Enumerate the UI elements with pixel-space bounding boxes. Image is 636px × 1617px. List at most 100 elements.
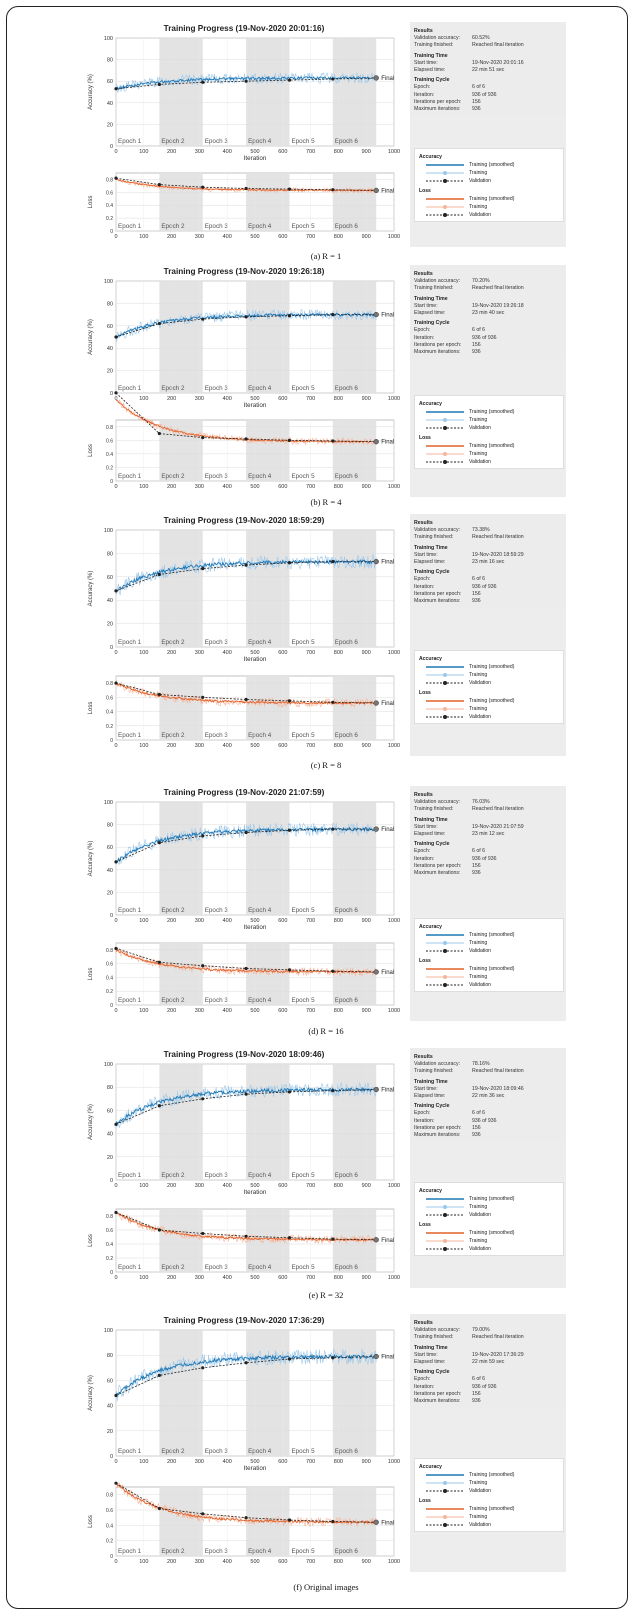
x-tick-label: 100 xyxy=(139,149,148,155)
epoch-shade xyxy=(246,1330,290,1456)
legend-loss-heading: Loss xyxy=(419,1498,431,1504)
epoch-label: Epoch 1 xyxy=(118,1448,142,1455)
y-tick-label: 0.4 xyxy=(106,1523,113,1529)
x-tick-label: 700 xyxy=(306,1459,315,1465)
elapsed-time-value: 22 min 36 sec xyxy=(472,1093,505,1100)
x-tick-label: 500 xyxy=(250,234,259,240)
x-tick-label: 600 xyxy=(278,149,287,155)
maximum-iterations-row: Maximum iterations: 936 xyxy=(414,1398,562,1405)
epoch-label: Epoch 3 xyxy=(205,1172,229,1179)
training-progress-panel: Training Progress (19-Nov-2020 19:26:18)… xyxy=(84,265,568,497)
x-tick-label: 700 xyxy=(306,918,315,924)
legend-label: Training (smoothed) xyxy=(469,1196,515,1202)
legend-label: Training (smoothed) xyxy=(469,162,515,168)
panel-caption: (a) R = 1 xyxy=(310,251,342,261)
epoch-label: Epoch 4 xyxy=(248,138,272,145)
accuracy-validation-point xyxy=(244,1092,248,1096)
x-tick-label: 700 xyxy=(306,234,315,240)
iteration-label: Iteration: xyxy=(414,334,435,341)
final-marker xyxy=(373,1237,379,1243)
x-tick-label: 1000 xyxy=(388,1183,400,1189)
loss-validation-point xyxy=(244,966,248,971)
x-tick-label: 400 xyxy=(223,396,232,402)
epoch-label: Epoch 4 xyxy=(248,473,272,480)
iteration-row: Iteration: 936 of 936 xyxy=(414,856,562,863)
panel-caption: (d) R = 16 xyxy=(308,1026,344,1036)
chart-title: Training Progress (19-Nov-2020 18:09:46) xyxy=(163,1050,325,1059)
x-tick-label: 1000 xyxy=(388,396,400,402)
training-progress-panel: Training Progress (19-Nov-2020 18:59:29)… xyxy=(84,514,568,756)
loss-validation-point xyxy=(114,391,118,395)
epoch-row: Epoch: 6 of 6 xyxy=(414,84,562,91)
iterations-per-epoch-row: Iterations per epoch: 156 xyxy=(414,591,562,598)
x-tick-label: 0 xyxy=(114,1008,117,1014)
training-finished-value: Reached final iteration xyxy=(472,806,524,813)
legend-entry: Training xyxy=(419,416,559,424)
final-marker xyxy=(373,1519,379,1525)
epoch-label: Epoch 2 xyxy=(161,138,185,145)
accuracy-validation-point xyxy=(157,82,161,87)
epoch-label: Epoch 1 xyxy=(118,1172,142,1179)
training-cycle-heading: Training Cycle xyxy=(414,1103,450,1110)
start-time-row: Start time: 19-Nov-2020 21:07:59 xyxy=(414,824,562,831)
x-tick-label: 0 xyxy=(114,1275,117,1281)
y-tick-label: 0.8 xyxy=(106,948,113,954)
epoch-label: Epoch 6 xyxy=(335,1172,359,1179)
iteration-value: 936 of 936 xyxy=(472,1383,497,1390)
y-tick-label: 100 xyxy=(104,279,113,285)
epoch-label: Epoch: xyxy=(414,327,431,334)
legend-swatch xyxy=(426,426,464,430)
epoch-shade xyxy=(332,38,377,146)
start-time-label: Start time: xyxy=(414,1351,438,1358)
legend-entry: Validation xyxy=(419,424,559,432)
loss-y-label: Loss xyxy=(88,444,94,457)
elapsed-time-value: 23 min 40 sec xyxy=(472,310,505,317)
elapsed-time-value: 23 min 12 sec xyxy=(472,831,505,838)
epoch-shade xyxy=(332,420,377,481)
y-tick-label: 0.4 xyxy=(106,710,113,716)
legend-accuracy-heading: Accuracy xyxy=(419,401,442,407)
training-progress-svg: Epoch 1 Epoch 2 Epoch 3 Epoch 4 Epoch 5 Epoch… xyxy=(88,279,400,490)
training-cycle-heading: Training Cycle xyxy=(414,1369,450,1376)
legend-entry: Training (smoothed) xyxy=(419,161,559,169)
legend-label: Validation xyxy=(469,714,491,720)
legend-label: Training (smoothed) xyxy=(469,698,515,704)
legend-entry: Validation xyxy=(419,679,559,687)
legend-entry: Validation xyxy=(419,1521,559,1529)
x-tick-label: 400 xyxy=(223,650,232,656)
training-finished-row: Training finished: Reached final iteratio… xyxy=(414,1068,562,1075)
epoch-label: Epoch 5 xyxy=(291,473,315,480)
legend-swatch xyxy=(426,1232,464,1234)
epoch-label: Epoch 1 xyxy=(118,1548,142,1555)
loss-validation-point xyxy=(157,183,161,187)
x-tick-label: 0 xyxy=(114,396,117,402)
y-tick-label: 20 xyxy=(107,1155,113,1161)
x-tick-label: 100 xyxy=(139,650,148,656)
chart-title: Training Progress (19-Nov-2020 18:59:29) xyxy=(163,516,325,525)
y-tick-label: 0 xyxy=(110,229,113,235)
loss-validation-point xyxy=(114,176,118,180)
legend-label: Validation xyxy=(469,948,491,954)
legend-label: Validation xyxy=(469,982,491,988)
epoch-label: Epoch 6 xyxy=(335,138,359,145)
results-heading: Results xyxy=(414,520,433,526)
legend-entry: Training (smoothed) xyxy=(419,1195,559,1203)
x-tick-label: 900 xyxy=(362,1008,371,1014)
elapsed-time-row: Elapsed time: 22 min 59 sec xyxy=(414,1359,562,1366)
start-time-value: 19-Nov-2020 17:36:29 xyxy=(472,1351,524,1358)
legend-swatch xyxy=(426,666,464,668)
x-tick-label: 600 xyxy=(278,234,287,240)
start-time-label: Start time: xyxy=(414,59,438,66)
x-tick-label: 700 xyxy=(306,743,315,749)
epoch-label: Epoch 5 xyxy=(291,997,315,1004)
epoch-label: Epoch 1 xyxy=(118,138,142,145)
x-tick-label: 900 xyxy=(362,149,371,155)
y-tick-label: 0.6 xyxy=(106,438,113,444)
panel-caption: (e) R = 32 xyxy=(308,1290,344,1300)
elapsed-time-label: Elapsed time: xyxy=(414,1093,446,1100)
legend: Accuracy Training (smoothed) Training Valid… xyxy=(414,1182,564,1256)
validation-accuracy-label: Validation accuracy: xyxy=(414,527,461,534)
x-tick-label: 500 xyxy=(250,1559,259,1565)
accuracy-validation-point xyxy=(244,830,248,835)
x-tick-label: 1000 xyxy=(388,234,400,240)
